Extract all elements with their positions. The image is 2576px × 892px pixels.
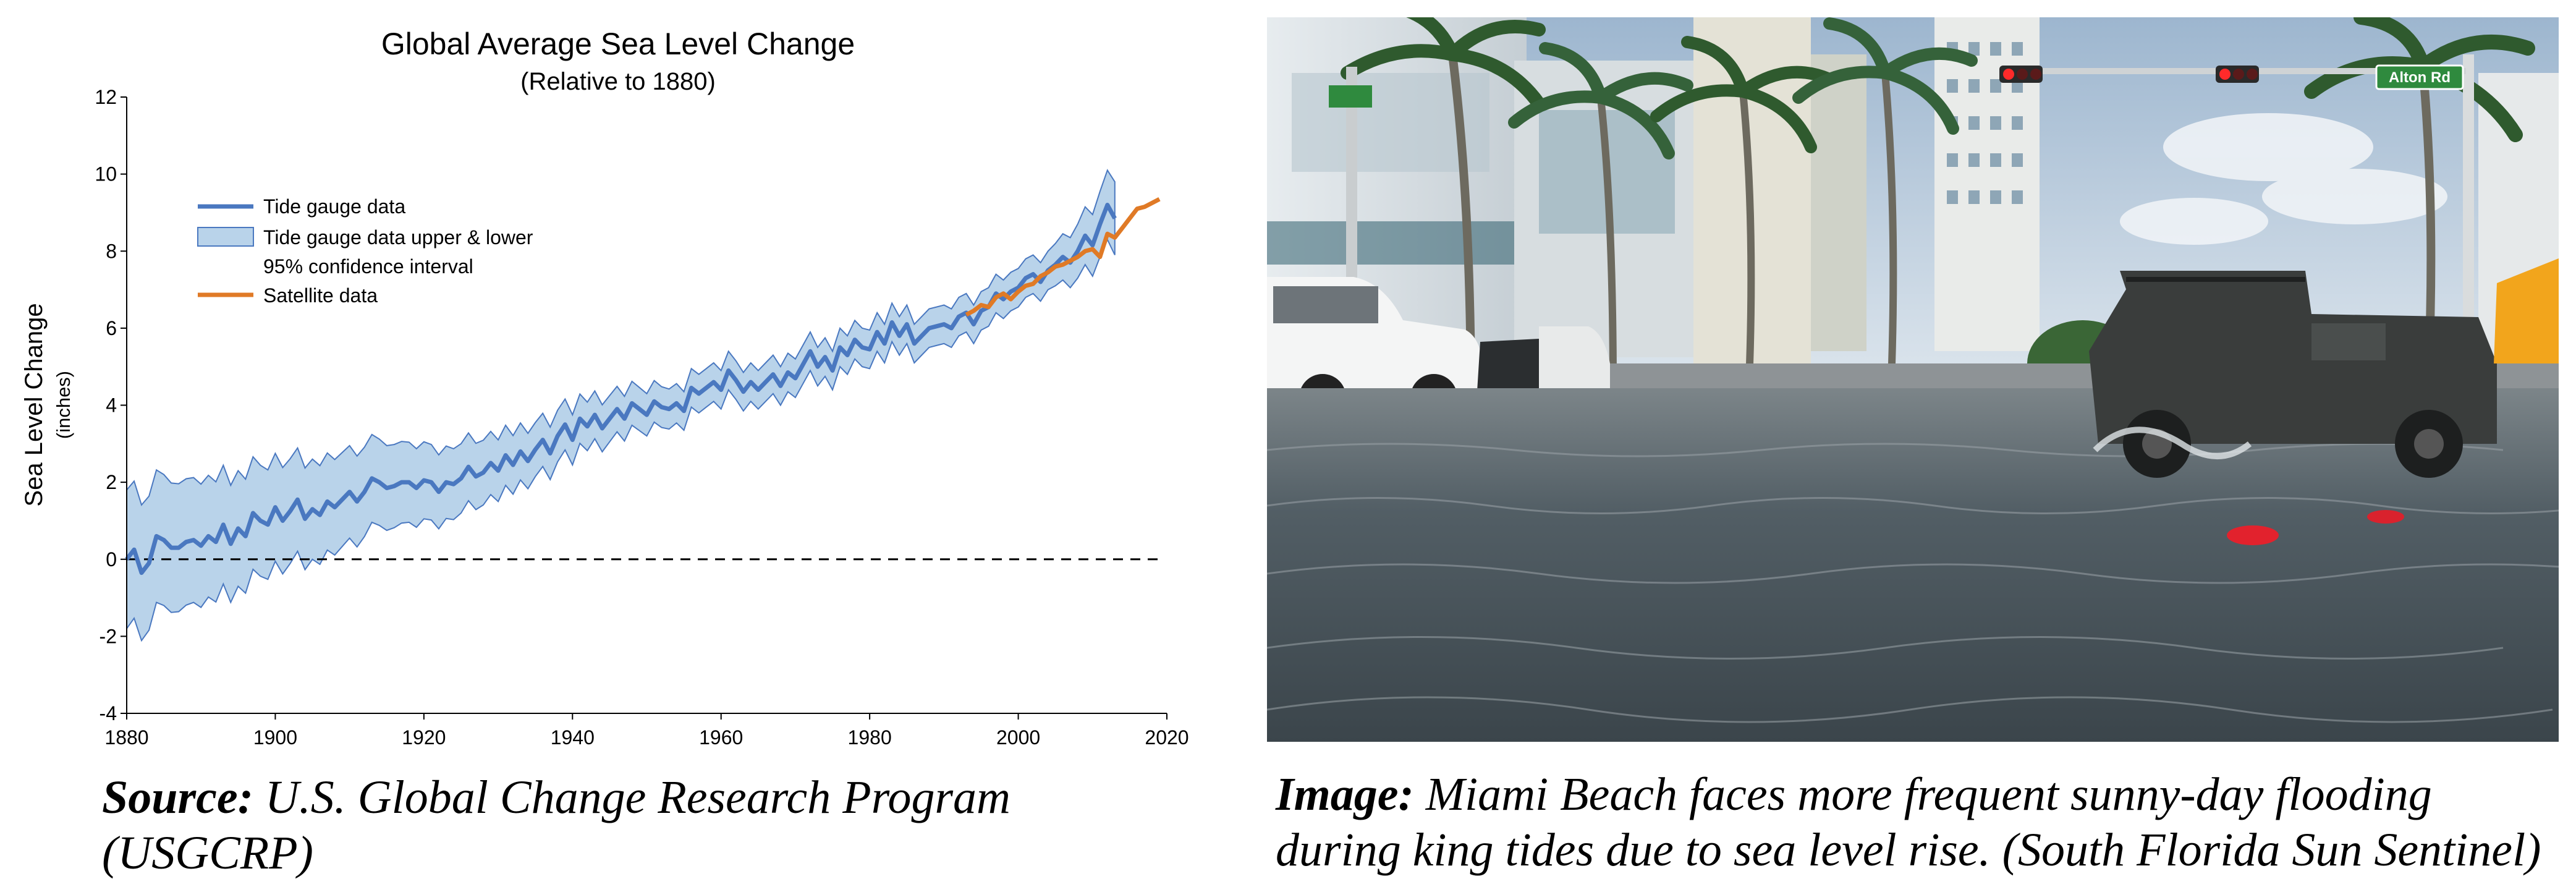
source-caption-label: Source: (102, 771, 253, 823)
street-sign (2375, 64, 2464, 90)
sea-level-chart: Global Average Sea Level Change (Relativ… (20, 27, 1189, 749)
legend-label-tide-gauge: Tide gauge data (263, 195, 405, 218)
x-tick-label: 1980 (848, 726, 892, 749)
y-tick-label: 2 (106, 471, 117, 493)
y-tick-label: 8 (106, 240, 117, 262)
flooded-street-photo: Alton Rd (1267, 17, 2559, 742)
series-line-satellite (965, 197, 1161, 317)
legend-label-confidence-band-line1: Tide gauge data upper & lower (263, 226, 533, 248)
x-tick-label: 1880 (104, 726, 148, 749)
parked-cars (1267, 277, 1610, 421)
x-tick-label: 2000 (996, 726, 1040, 749)
y-tick-label: 12 (95, 86, 117, 108)
plot-area (125, 169, 1161, 642)
y-tick-label: 4 (106, 394, 117, 417)
x-tick-label: 1940 (551, 726, 595, 749)
jeep (2089, 271, 2497, 478)
chart-legend: Tide gauge data Tide gauge data upper & … (197, 195, 533, 307)
legend-label-confidence-band-line2: 95% confidence interval (263, 255, 473, 278)
red-debris (2227, 510, 2404, 545)
taxi (2494, 258, 2559, 363)
chart-panel: Global Average Sea Level Change (Relativ… (0, 0, 1211, 760)
x-tick-label: 1960 (699, 726, 743, 749)
image-caption-label: Image: (1276, 768, 1414, 820)
source-caption-text: U.S. Global Change Research Program (USG… (102, 771, 1010, 879)
y-axis-unit: (inches) (53, 371, 74, 439)
clouds (2120, 113, 2447, 245)
series-line-tide-gauge (125, 203, 1117, 576)
y-tick-label: 10 (95, 163, 117, 185)
confidence-band (126, 169, 1116, 642)
image-caption: Image: Miami Beach faces more frequent s… (1276, 767, 2567, 878)
axes: -4 -2 0 2 4 6 8 10 12 1880 1900 1920 1940 1960 1980 200… (95, 86, 1188, 749)
x-tick-label: 1900 (253, 726, 297, 749)
y-tick-label: 6 (106, 317, 117, 339)
chart-title: Global Average Sea Level Change (381, 27, 855, 61)
legend-label-satellite: Satellite data (263, 284, 378, 307)
y-tick-label: -2 (100, 625, 117, 647)
legend-swatch-confidence-band (197, 227, 254, 247)
chart-subtitle: (Relative to 1880) (520, 68, 716, 95)
x-tick-label: 2020 (1145, 726, 1188, 749)
traffic-signal-pole: Alton Rd (1329, 54, 2474, 376)
source-caption: Source: U.S. Global Change Research Prog… (102, 770, 1214, 881)
y-tick-label: -4 (100, 702, 117, 724)
y-axis-title: Sea Level Change (inches) (20, 303, 74, 506)
y-tick-label: 0 (106, 548, 117, 571)
street-sign-text: Alton Rd (2389, 69, 2451, 86)
image-caption-text: Miami Beach faces more frequent sunny-da… (1276, 768, 2541, 876)
y-axis-label: Sea Level Change (20, 303, 48, 506)
water-ripples (1267, 443, 2559, 723)
x-tick-label: 1920 (402, 726, 446, 749)
